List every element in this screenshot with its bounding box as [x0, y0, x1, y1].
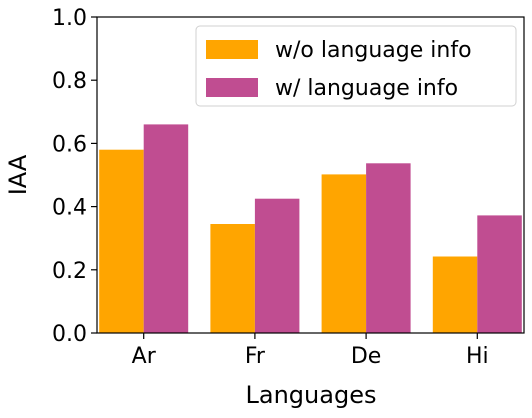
legend-label: w/o language info	[275, 38, 472, 63]
legend-swatch	[206, 40, 258, 59]
y-tick-label: 0.8	[52, 69, 87, 94]
bar-fr-series-1	[210, 224, 255, 333]
bar-ar-series-1	[99, 149, 144, 333]
x-axis-ticks: Ar Fr De Hi	[132, 333, 489, 369]
bar-de-series-2	[366, 163, 411, 333]
bar-ar-series-2	[143, 124, 189, 334]
x-tick-label: Ar	[132, 344, 157, 369]
bars-group	[99, 124, 522, 334]
bar-fr-series-2	[254, 198, 300, 333]
y-tick-label: 1.0	[52, 6, 87, 31]
legend-frame	[195, 25, 517, 107]
bar-hi-series-1	[432, 256, 478, 333]
y-axis-ticks: 0.0 0.2 0.4 0.6 0.8 1.0	[52, 6, 97, 347]
y-axis-label: IAA	[4, 154, 32, 195]
y-tick-label: 0.2	[52, 259, 87, 284]
x-tick-label: De	[351, 344, 381, 369]
y-tick-label: 0.4	[52, 196, 87, 221]
x-tick-label: Hi	[466, 344, 489, 369]
legend-swatch	[206, 78, 258, 97]
legend: w/o language info w/ language info	[195, 25, 517, 107]
x-tick-label: Fr	[245, 344, 266, 369]
bar-hi-series-2	[477, 215, 522, 333]
x-axis-label: Languages	[246, 381, 377, 409]
bar-de-series-1	[321, 174, 367, 333]
y-tick-label: 0.0	[52, 322, 87, 347]
legend-label: w/ language info	[275, 76, 458, 101]
plot-frame	[96, 16, 525, 334]
y-tick-label: 0.6	[52, 132, 87, 157]
